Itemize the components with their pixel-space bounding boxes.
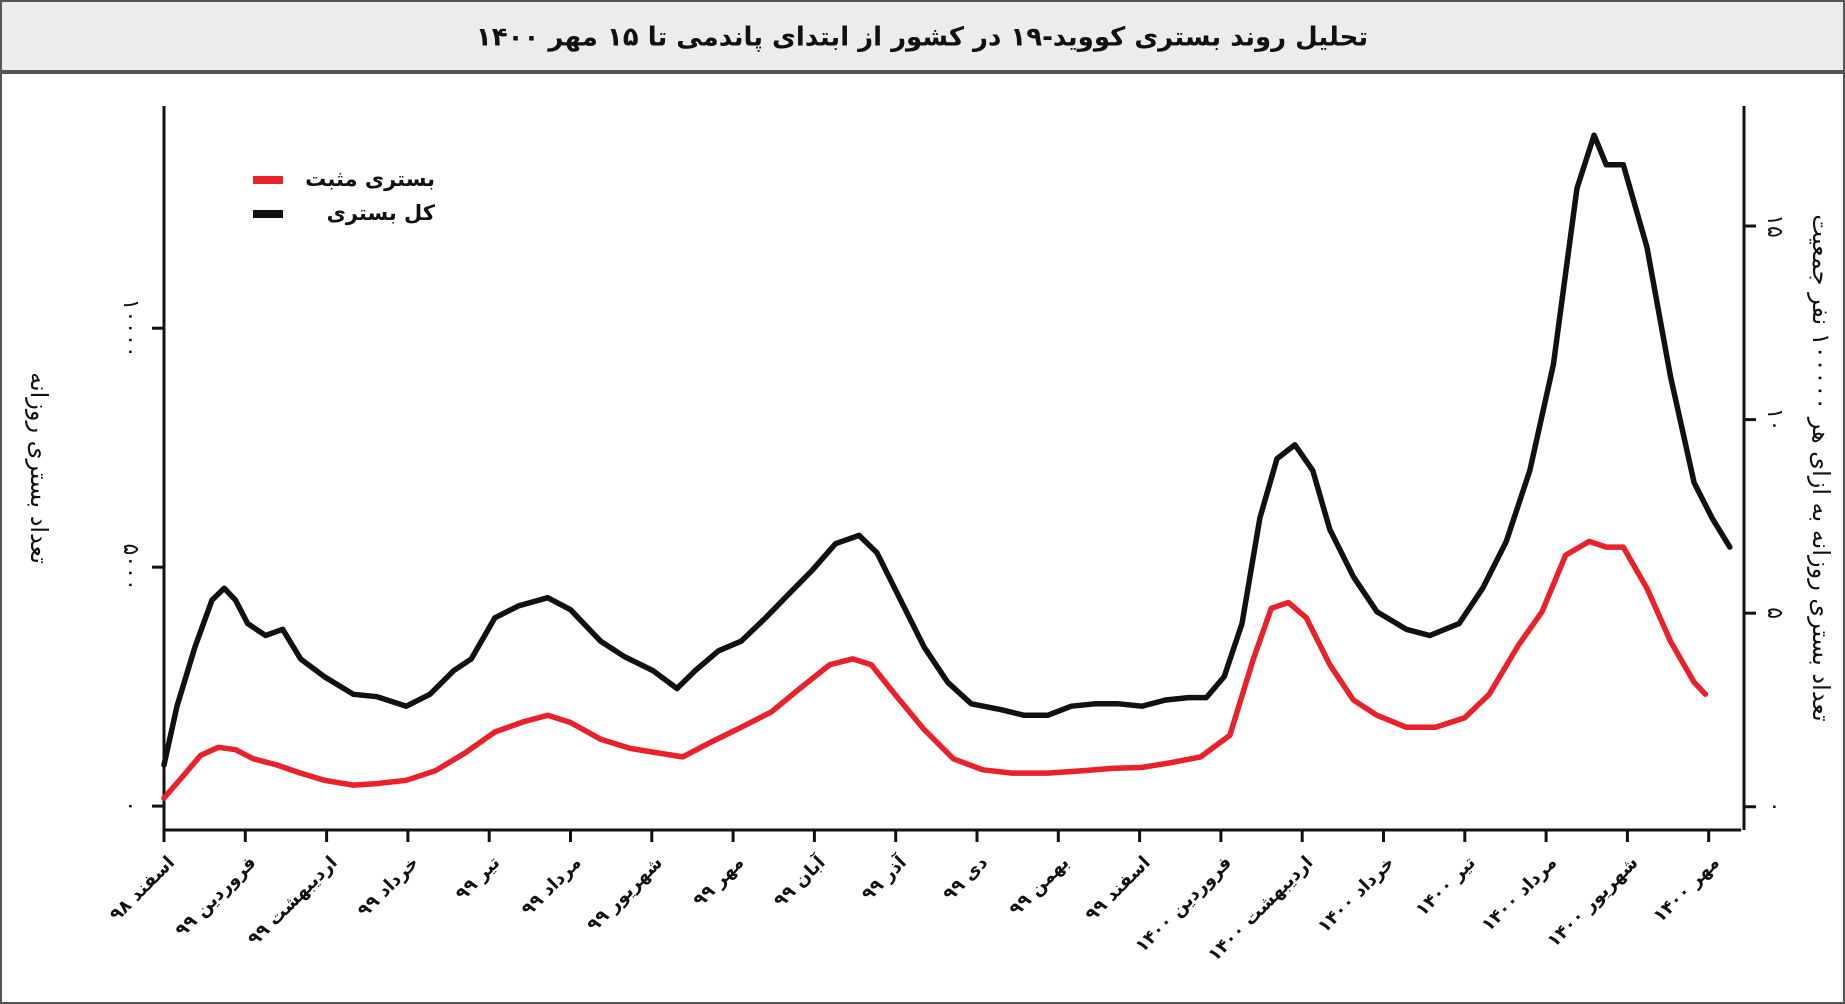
legend-label: کل بستری	[327, 201, 436, 225]
y2-tick-label: ۱۵	[1762, 214, 1787, 238]
y2-tick-label: ۱۰	[1762, 408, 1787, 432]
y2-tick-label: ۵	[1762, 607, 1787, 619]
legend-label: بستری مثبت	[305, 167, 435, 191]
y-tick-label: ۰	[118, 800, 143, 812]
y2-axis-label: تعداد بستری روزانه به ازای هر ۱۰۰۰۰۰ نفر…	[1807, 214, 1835, 721]
y-tick-label: ۱۰۰۰۰	[118, 299, 143, 358]
chart-frame	[0, 72, 1845, 1004]
series-line	[161, 132, 1733, 768]
y2-tick-label: ۰	[1762, 801, 1787, 813]
chart-title: تحلیل روند بستری کووید-۱۹ در کشور از ابت…	[476, 23, 1368, 53]
title-bar	[0, 0, 1845, 72]
y-tick-label: ۵۰۰۰	[118, 544, 143, 591]
y-axis-label: تعداد بستری روزانه	[25, 372, 53, 564]
series-line	[161, 538, 1709, 801]
